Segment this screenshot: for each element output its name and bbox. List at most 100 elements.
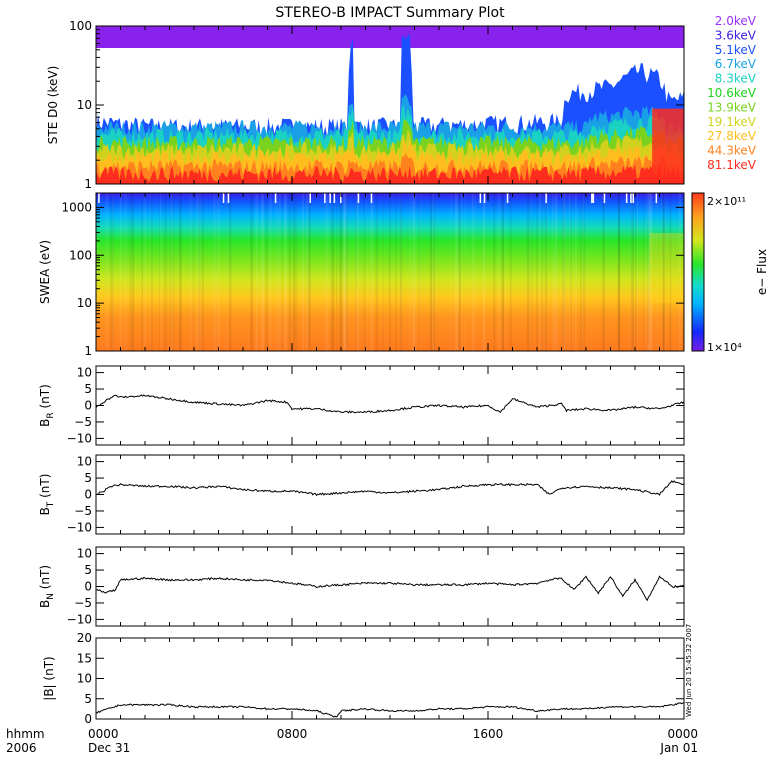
swea-streak (388, 193, 391, 351)
swea-ytick-label: 100 (69, 248, 92, 262)
swea-streak (169, 193, 171, 351)
legend-5.1keV: 5.1keV (715, 43, 757, 57)
swea-streak (669, 193, 671, 351)
swea-streak (307, 193, 309, 351)
legend-10.6keV: 10.6keV (707, 86, 757, 100)
swea-streak (288, 193, 292, 351)
babs-ytick-label: 10 (77, 672, 92, 686)
bn-frame (95, 546, 685, 627)
swea-streak (275, 193, 277, 351)
legend-27.8keV: 27.8keV (707, 129, 757, 143)
swea-streak (159, 193, 162, 351)
swea-streak (570, 193, 572, 351)
ste-band-81.1keV (96, 164, 684, 184)
bn-ytick-label: −10 (67, 612, 92, 626)
swea-ylabel: SWEA (eV) (38, 240, 52, 304)
swea-streak (366, 193, 367, 351)
swea-streak (265, 193, 268, 351)
swea-streak (309, 193, 311, 351)
br-panel: −10 −5 0 5 10 BR (nT) (38, 365, 685, 446)
swea-streak (544, 193, 547, 351)
swea-streak (670, 193, 672, 351)
bn-ytick-label: −5 (74, 596, 92, 610)
swea-streak (458, 193, 461, 351)
bn-trace (95, 575, 685, 602)
time-tick-label: 0000 (88, 727, 119, 741)
swea-streak (216, 193, 219, 351)
swea-streak (635, 193, 637, 351)
swea-streak (631, 193, 634, 351)
bn-ytick-label: 0 (84, 580, 92, 594)
swea-gap (333, 193, 336, 203)
swea-streak (580, 193, 582, 351)
swea-colorbar (691, 192, 705, 352)
swea-gap (324, 193, 326, 203)
swea-streak (412, 193, 416, 351)
swea-streak (172, 193, 175, 351)
swea-streak (409, 193, 412, 351)
legend-6.7keV: 6.7keV (715, 57, 757, 71)
br-ytick-label: −10 (67, 431, 92, 445)
bt-ytick-label: 5 (84, 471, 92, 485)
br-frame (95, 365, 685, 446)
swea-streak (196, 193, 199, 351)
swea-streak (375, 193, 379, 351)
swea-streak (655, 193, 657, 351)
swea-streak (296, 193, 298, 351)
swea-streak (323, 193, 325, 351)
legend-8.3keV: 8.3keV (715, 72, 757, 86)
swea-streak (493, 193, 496, 351)
swea-streak (279, 193, 281, 351)
swea-streak (429, 193, 433, 351)
swea-streak (582, 193, 586, 351)
swea-streak (602, 193, 605, 351)
swea-streak (420, 193, 422, 351)
swea-gap (545, 193, 547, 203)
swea-streak (370, 193, 374, 351)
ste-legend: 2.0keV3.6keV5.1keV6.7keV8.3keV10.6keV13.… (707, 14, 757, 172)
babs-ylabel: |B| (nT) (42, 656, 56, 700)
swea-streak (159, 193, 161, 351)
swea-gap (603, 193, 606, 203)
br-ytick-label: 0 (84, 399, 92, 413)
swea-streak (530, 193, 533, 351)
swea-streak (250, 193, 253, 351)
swea-streak (325, 193, 329, 351)
swea-streak (499, 193, 501, 351)
swea-streak (637, 193, 638, 351)
swea-ytick-label: 1000 (61, 200, 92, 214)
swea-gap (274, 193, 277, 203)
swea-gap (309, 193, 311, 203)
swea-streak (583, 193, 585, 351)
time-axis-row1-label: hhmm (6, 727, 45, 741)
swea-streak (483, 193, 485, 351)
colorbar-label: e− Flux (755, 249, 769, 295)
swea-streak (501, 193, 505, 351)
swea-streak (124, 193, 127, 351)
swea-gap (632, 193, 634, 203)
swea-streak (163, 193, 165, 351)
babs-trace (95, 702, 685, 718)
swea-streak (563, 193, 566, 351)
swea-streak (277, 193, 278, 351)
babs-ytick-label: 20 (77, 631, 92, 645)
swea-streak (110, 193, 112, 351)
swea-streak (305, 193, 309, 351)
legend-81.1keV: 81.1keV (707, 158, 757, 172)
swea-gap (592, 193, 595, 203)
swea-streak (464, 193, 467, 351)
swea-streak (554, 193, 558, 351)
ste-ytick-label: 10 (77, 98, 92, 112)
swea-streak (618, 193, 620, 351)
swea-streak (213, 193, 216, 351)
swea-streak (493, 193, 496, 351)
legend-2.0keV: 2.0keV (715, 14, 757, 28)
br-trace (95, 394, 685, 414)
swea-streak (432, 193, 435, 351)
swea-streak (218, 193, 221, 351)
bt-panel: −10 −5 0 5 10 BT (nT) (38, 454, 685, 535)
swea-streak (617, 193, 620, 351)
swea-streak (509, 193, 512, 351)
bt-ytick-label: −10 (67, 520, 92, 534)
